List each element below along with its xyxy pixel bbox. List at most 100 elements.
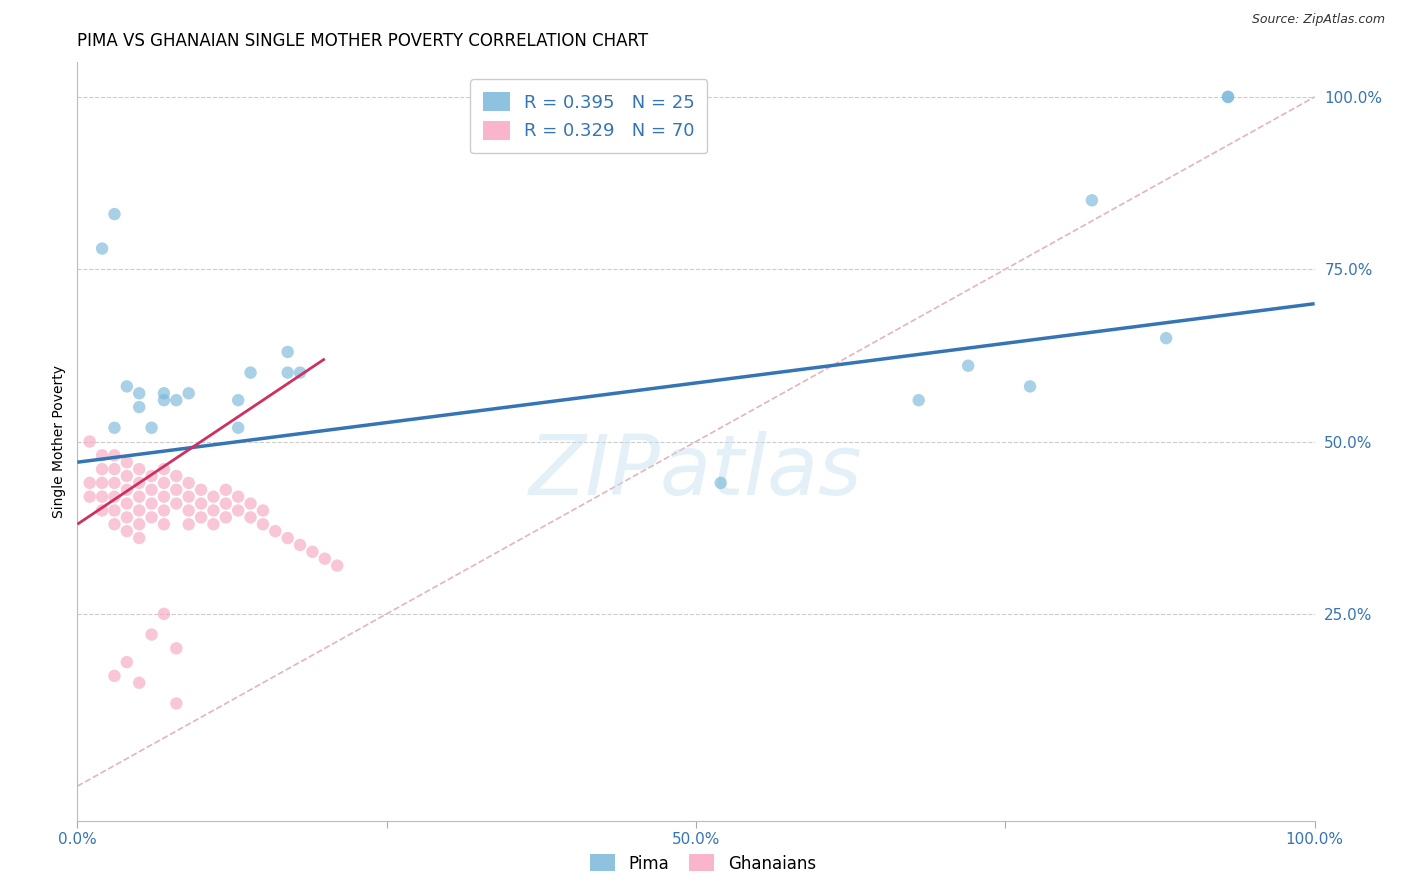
Point: [115, 469, 138, 483]
Point: [202, 503, 225, 517]
Point: [79, 434, 101, 449]
Point: [128, 400, 150, 414]
Point: [277, 366, 299, 380]
Point: [153, 386, 176, 401]
Point: [239, 510, 262, 524]
Y-axis label: Single Mother Poverty: Single Mother Poverty: [52, 365, 66, 518]
Point: [141, 483, 163, 497]
Point: [128, 386, 150, 401]
Point: [103, 669, 125, 683]
Point: [91, 448, 114, 462]
Point: [190, 497, 212, 511]
Point: [239, 497, 262, 511]
Point: [277, 531, 299, 545]
Text: Source: ZipAtlas.com: Source: ZipAtlas.com: [1251, 13, 1385, 27]
Point: [128, 462, 150, 476]
Point: [115, 497, 138, 511]
Point: [91, 242, 114, 256]
Point: [288, 366, 311, 380]
Point: [128, 531, 150, 545]
Point: [1216, 90, 1239, 104]
Point: [103, 490, 125, 504]
Point: [115, 379, 138, 393]
Point: [215, 497, 238, 511]
Point: [215, 510, 238, 524]
Point: [177, 503, 200, 517]
Point: [115, 524, 138, 538]
Point: [103, 421, 125, 435]
Point: [165, 469, 187, 483]
Point: [153, 393, 176, 408]
Point: [252, 503, 274, 517]
Point: [252, 517, 274, 532]
Point: [226, 421, 249, 435]
Point: [79, 490, 101, 504]
Point: [103, 448, 125, 462]
Point: [115, 455, 138, 469]
Point: [226, 503, 249, 517]
Point: [215, 483, 238, 497]
Point: [141, 421, 163, 435]
Point: [103, 475, 125, 490]
Point: [153, 607, 176, 621]
Point: [239, 366, 262, 380]
Point: [141, 497, 163, 511]
Point: [710, 475, 733, 490]
Point: [288, 538, 311, 552]
Legend: Pima, Ghanaians: Pima, Ghanaians: [583, 847, 823, 880]
Point: [91, 475, 114, 490]
Point: [1019, 379, 1042, 393]
Point: [141, 510, 163, 524]
Point: [1081, 194, 1104, 208]
Point: [165, 497, 187, 511]
Point: [153, 475, 176, 490]
Text: ZIPatlas: ZIPatlas: [529, 432, 863, 512]
Point: [1216, 90, 1239, 104]
Point: [177, 490, 200, 504]
Point: [153, 462, 176, 476]
Point: [115, 655, 138, 669]
Point: [153, 503, 176, 517]
Point: [190, 483, 212, 497]
Point: [103, 207, 125, 221]
Point: [190, 510, 212, 524]
Point: [177, 386, 200, 401]
Point: [153, 490, 176, 504]
Point: [103, 517, 125, 532]
Point: [128, 490, 150, 504]
Point: [314, 551, 336, 566]
Point: [177, 517, 200, 532]
Point: [115, 483, 138, 497]
Point: [128, 475, 150, 490]
Point: [128, 503, 150, 517]
Point: [91, 503, 114, 517]
Point: [907, 393, 929, 408]
Point: [177, 475, 200, 490]
Point: [202, 517, 225, 532]
Point: [226, 393, 249, 408]
Point: [141, 627, 163, 641]
Point: [277, 345, 299, 359]
Point: [128, 675, 150, 690]
Point: [165, 393, 187, 408]
Point: [165, 483, 187, 497]
Point: [1154, 331, 1177, 345]
Point: [957, 359, 980, 373]
Point: [115, 510, 138, 524]
Point: [141, 469, 163, 483]
Point: [91, 462, 114, 476]
Point: [264, 524, 287, 538]
Point: [202, 490, 225, 504]
Point: [128, 517, 150, 532]
Point: [103, 503, 125, 517]
Text: PIMA VS GHANAIAN SINGLE MOTHER POVERTY CORRELATION CHART: PIMA VS GHANAIAN SINGLE MOTHER POVERTY C…: [77, 32, 648, 50]
Legend: R = 0.395   N = 25, R = 0.329   N = 70: R = 0.395 N = 25, R = 0.329 N = 70: [470, 79, 707, 153]
Point: [226, 490, 249, 504]
Point: [326, 558, 349, 573]
Point: [91, 490, 114, 504]
Point: [165, 641, 187, 656]
Point: [103, 462, 125, 476]
Point: [153, 517, 176, 532]
Point: [301, 545, 323, 559]
Point: [165, 697, 187, 711]
